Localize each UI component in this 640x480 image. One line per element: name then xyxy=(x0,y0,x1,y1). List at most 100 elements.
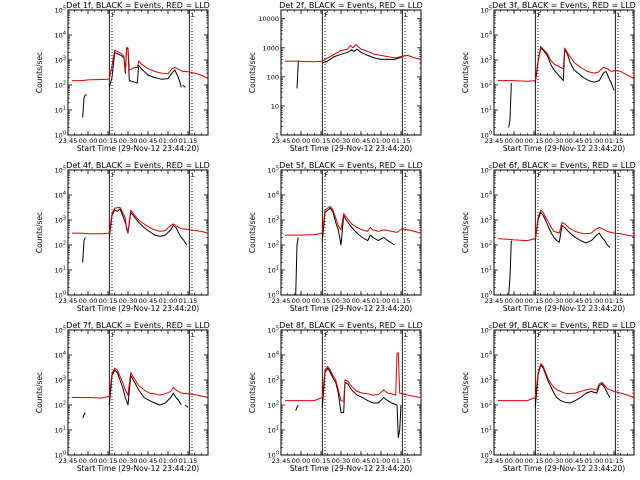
y-axis-label: Counts/sec xyxy=(35,52,44,93)
y-axis-label: Counts/sec xyxy=(248,52,257,93)
x-tick-label: 00:15 xyxy=(525,297,544,305)
x-tick-label: 01:00 xyxy=(372,137,391,145)
y-tick-label: 100 xyxy=(55,451,66,460)
x-tick-label: 00:30 xyxy=(545,137,564,145)
events-pre-segment xyxy=(82,412,86,419)
x-tick-label: 00:45 xyxy=(139,137,158,145)
flag-marker-f: F xyxy=(324,331,328,339)
y-tick-label: 100 xyxy=(481,291,492,300)
x-tick-label: 00:45 xyxy=(139,297,158,305)
x-tick-label: 01:15 xyxy=(179,137,198,145)
x-tick-label: 00:15 xyxy=(312,297,331,305)
chart-panel-1: Det 1f, BLACK = Events, RED = LLD 100 101 1… xyxy=(35,1,210,153)
x-tick-label: 01:15 xyxy=(392,137,411,145)
events-series-line xyxy=(182,84,186,88)
chart-title: Det 2f, BLACK = Events, RED = LLD xyxy=(279,1,423,10)
y-tick-label: 100 xyxy=(481,131,492,140)
x-tick-label: 00:00 xyxy=(79,457,98,465)
events-pre-segment xyxy=(508,240,512,296)
x-tick-label: 23:45 xyxy=(485,457,504,465)
x-axis-label: Start Time (29-Nov-12 23:44:20) xyxy=(503,304,625,313)
x-tick-label: 00:00 xyxy=(79,137,98,145)
chart-title: Det 6f, BLACK = Events, RED = LLD xyxy=(492,161,636,170)
flag-marker-f: F xyxy=(537,11,541,19)
y-tick-label: 100 xyxy=(55,291,66,300)
y-axis-label: Counts/sec xyxy=(461,212,470,253)
chart-title: Det 9f, BLACK = Events, RED = LLD xyxy=(492,321,636,330)
x-tick-label: 01:15 xyxy=(392,297,411,305)
x-tick-label: 00:30 xyxy=(332,137,351,145)
x-axis-label: Start Time (29-Nov-12 23:44:20) xyxy=(77,304,199,313)
chart-title: Det 4f, BLACK = Events, RED = LLD xyxy=(66,161,210,170)
flag-marker-l: L xyxy=(191,11,195,19)
x-tick-label: 23:45 xyxy=(59,137,78,145)
chart-panel-5: Det 5f, BLACK = Events, RED = LLD 100 101 1… xyxy=(248,161,423,313)
events-pre-segment xyxy=(82,237,86,263)
y-tick-label: 101 xyxy=(481,106,492,115)
x-tick-label: 01:15 xyxy=(605,457,624,465)
flag-marker-l: L xyxy=(617,171,621,179)
lld-series-line xyxy=(498,363,635,402)
chart-panel-6: Det 6f, BLACK = Events, RED = LLD 100 101 1… xyxy=(461,161,636,313)
y-tick-label: 100 xyxy=(268,451,279,460)
y-tick-label: 103 xyxy=(481,56,492,65)
lld-series-line xyxy=(285,205,422,236)
y-tick-label: 102 xyxy=(55,241,66,250)
y-tick-label: 1000 xyxy=(262,44,279,52)
y-tick-label: 102 xyxy=(268,241,279,250)
flag-marker-l: L xyxy=(617,11,621,19)
plot-frame xyxy=(493,9,635,136)
y-tick-label: 105 xyxy=(481,326,492,335)
x-tick-label: 23:45 xyxy=(485,137,504,145)
x-tick-label: 00:15 xyxy=(525,457,544,465)
y-tick-label: 104 xyxy=(481,191,492,200)
x-tick-label: 00:30 xyxy=(332,297,351,305)
x-tick-label: 00:45 xyxy=(565,137,584,145)
x-tick-label: 00:15 xyxy=(99,297,118,305)
flag-marker-l: L xyxy=(404,171,408,179)
lld-series-line xyxy=(285,44,422,63)
lld-series-line xyxy=(498,45,635,82)
x-tick-label: 23:45 xyxy=(272,457,291,465)
x-tick-label: 00:30 xyxy=(119,137,138,145)
x-tick-label: 00:00 xyxy=(292,457,311,465)
x-tick-label: 01:00 xyxy=(159,137,178,145)
plot-frame xyxy=(280,9,422,136)
y-tick-label: 103 xyxy=(55,216,66,225)
plot-frame xyxy=(493,329,635,456)
events-series-line xyxy=(108,47,182,88)
y-tick-label: 104 xyxy=(55,351,66,360)
flag-marker-l: L xyxy=(617,331,621,339)
x-tick-label: 23:45 xyxy=(272,137,291,145)
events-series-line xyxy=(534,212,611,248)
lld-series-line xyxy=(72,367,209,399)
y-tick-label: 100 xyxy=(268,291,279,300)
flag-marker-l: L xyxy=(404,11,408,19)
events-pre-segment xyxy=(296,60,300,89)
lld-series-line xyxy=(72,206,209,235)
x-axis-label: Start Time (29-Nov-12 23:44:20) xyxy=(77,144,199,153)
lld-series-line xyxy=(285,352,422,402)
y-tick-label: 103 xyxy=(55,376,66,385)
y-tick-label: 101 xyxy=(55,266,66,275)
y-tick-label: 105 xyxy=(481,6,492,15)
y-tick-label: 101 xyxy=(268,266,279,275)
y-tick-label: 104 xyxy=(481,31,492,40)
x-tick-label: 23:45 xyxy=(272,297,291,305)
events-pre-segment xyxy=(295,404,299,411)
x-tick-label: 01:00 xyxy=(585,137,604,145)
x-tick-label: 00:45 xyxy=(352,297,371,305)
x-tick-label: 01:15 xyxy=(605,297,624,305)
y-axis-label: Counts/sec xyxy=(248,372,257,413)
y-tick-label: 102 xyxy=(55,81,66,90)
y-tick-label: 104 xyxy=(55,31,66,40)
flag-marker-f: F xyxy=(537,171,541,179)
x-tick-label: 00:45 xyxy=(139,457,158,465)
x-tick-label: 00:15 xyxy=(312,137,331,145)
x-tick-label: 01:00 xyxy=(585,457,604,465)
x-tick-label: 00:00 xyxy=(292,297,311,305)
x-tick-label: 01:15 xyxy=(179,297,198,305)
y-tick-label: 102 xyxy=(481,401,492,410)
plot-frame xyxy=(280,169,422,296)
